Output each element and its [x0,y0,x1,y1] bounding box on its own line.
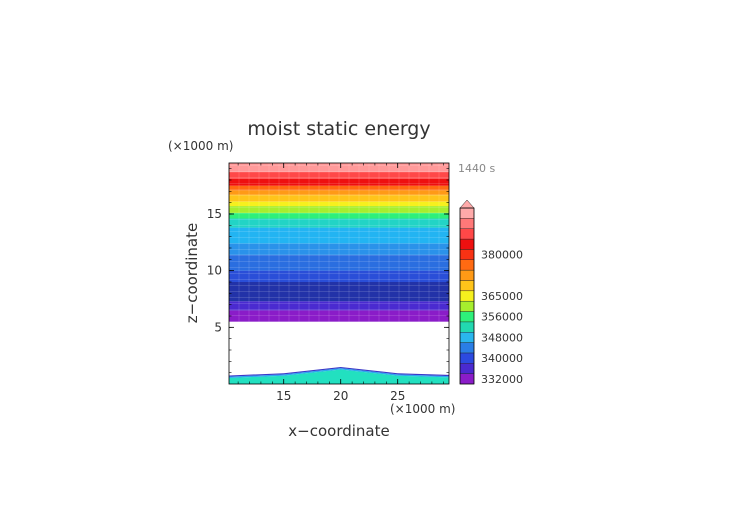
colorbar-swatch-1 [459,363,475,374]
colorbar-swatch-16 [459,207,475,219]
colorbar-swatch-13 [459,238,475,250]
upper-band-10 [229,201,449,207]
colorbar: 332000 340000 348000 356000 365000 380000 [459,199,523,386]
chart-title: moist static energy [247,118,430,140]
upper-band-5 [229,243,449,255]
upper-band-14 [229,178,449,186]
upper-band-13 [229,185,449,191]
upper-band-2 [229,282,449,302]
y-unit-label: (×1000 m) [168,139,233,153]
upper-band-6 [229,227,449,244]
lower-layer-2 [229,367,449,377]
colorbar-swatch-2 [459,352,475,364]
upper-band-3 [229,270,449,282]
colorbar-label: 380000 [481,249,523,262]
upper-band-15 [229,172,449,179]
x-axis-label: x−coordinate [288,422,389,440]
lower-layer-1 [229,368,449,378]
upper-band-16 [229,163,449,173]
colorbar-label: 340000 [481,352,523,365]
upper-band-7 [229,218,449,228]
upper-band-9 [229,206,449,213]
colorbar-swatch-4 [459,332,475,343]
colorbar-label: 348000 [481,331,523,344]
upper-band-8 [229,212,449,219]
colorbar-label: 365000 [481,290,523,303]
colorbar-swatch-5 [459,321,475,333]
x-tick-label: 15 [276,389,291,403]
x-tick-label: 25 [390,389,405,403]
colorbar-swatch-0 [459,373,475,385]
upper-band-11 [229,194,449,202]
colorbar-swatch-7 [459,300,475,312]
plot-area [229,163,449,384]
upper-band-4 [229,254,449,271]
colorbar-frame [459,207,475,385]
plot-frame [228,162,450,385]
y-tick-label: 10 [207,264,222,278]
colorbar-swatch-9 [459,280,475,292]
upper-band-0 [229,310,449,322]
x-unit-label: (×1000 m) [390,402,455,416]
colorbar-swatch-6 [459,311,475,323]
upper-band-1 [229,301,449,311]
colorbar-swatch-8 [459,290,475,302]
lower-layer-0 [229,369,449,384]
colorbar-label: 332000 [481,373,523,386]
upper-band-12 [229,190,449,195]
colorbar-label: 356000 [481,311,523,324]
y-tick-label: 15 [207,207,222,221]
colorbar-swatch-14 [459,228,475,240]
model-grid [229,163,449,322]
axes: 15 20 25 5 10 15 [207,162,450,403]
colorbar-extend-arrow [459,199,475,209]
colorbar-swatch-12 [459,249,475,260]
x-tick-label: 20 [333,389,348,403]
y-axis-label: z−coordinate [183,223,201,323]
time-label: 1440 s [458,162,495,175]
colorbar-swatch-3 [459,342,475,354]
colorbar-swatch-11 [459,259,475,271]
colorbar-swatch-10 [459,269,475,281]
y-tick-label: 5 [214,320,222,334]
colorbar-swatch-15 [459,218,475,229]
